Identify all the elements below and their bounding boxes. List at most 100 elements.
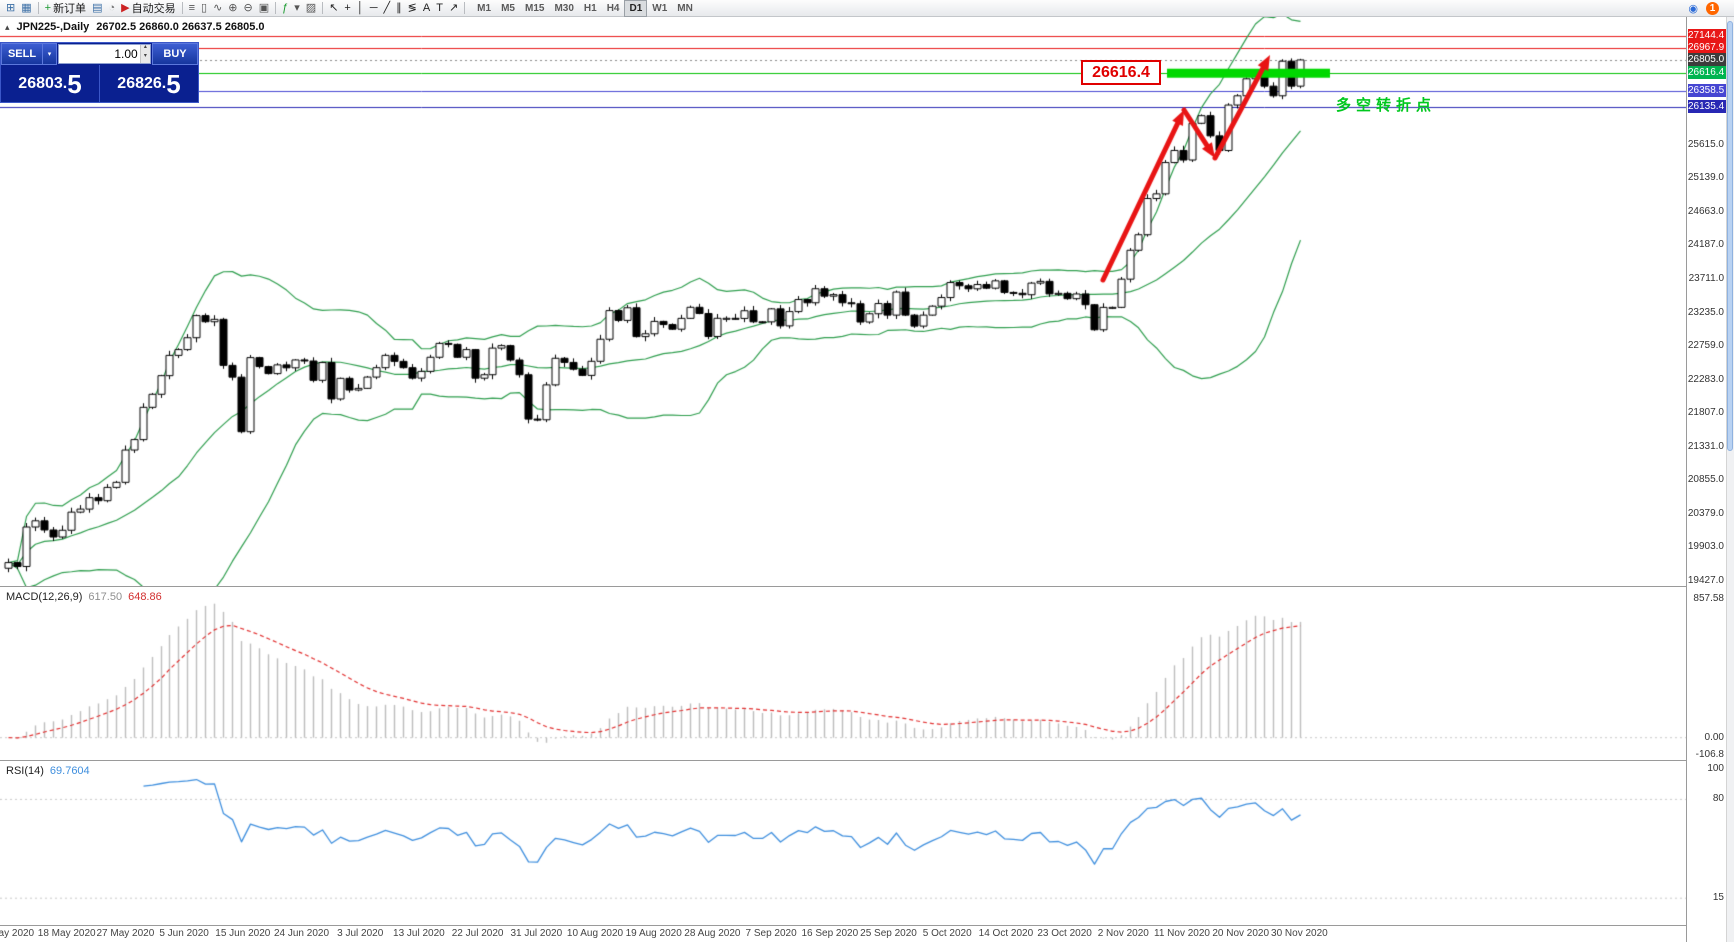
rsi-canvas[interactable] — [0, 761, 1686, 925]
timeframe-m15[interactable]: M15 — [524, 2, 545, 14]
market-watch-icon: ▤ — [92, 1, 103, 14]
timeframe-m1[interactable]: M1 — [477, 2, 492, 14]
toolbar-separator — [275, 2, 277, 14]
chart-symbol-header: ▴ JPN225-,Daily 26702.5 26860.0 26637.5 … — [5, 21, 265, 33]
zoom-out-button[interactable]: ⊖ — [241, 1, 256, 16]
date-label: 2 Nov 2020 — [1097, 928, 1149, 939]
main-chart-canvas[interactable] — [0, 17, 1686, 586]
date-label: 31 Jul 2020 — [510, 928, 563, 939]
timeframe-bar: M1 M5 M15 M30 H1 H4 D1 W1 MN — [472, 0, 698, 17]
panel-separator[interactable] — [0, 760, 1726, 761]
horizontal-line-button[interactable]: ─ — [367, 1, 381, 16]
periods-button[interactable]: ▾ — [291, 1, 303, 16]
date-label: 25 Sep 2020 — [860, 928, 917, 939]
volume-spinner: ▴ ▾ — [139, 44, 150, 63]
price-tick-label: 20379.0 — [1687, 507, 1724, 519]
macd-canvas[interactable] — [0, 587, 1686, 760]
one-click-toggle-icon[interactable]: ▴ — [5, 21, 10, 32]
crosshair-button[interactable]: + — [341, 1, 353, 16]
volume-input[interactable] — [59, 45, 140, 63]
new-chart-button[interactable]: ⊞ — [3, 1, 18, 16]
chart-window: ▴ JPN225-,Daily 26702.5 26860.0 26637.5 … — [0, 17, 1734, 942]
toolbar-separator — [181, 2, 183, 14]
date-label: 23 Oct 2020 — [1037, 928, 1092, 939]
timeframe-w1[interactable]: W1 — [652, 2, 668, 14]
price-scale[interactable]: 25615.0 25139.0 24663.0 24187.0 23711.0 23235… — [1686, 17, 1727, 942]
vertical-scrollbar[interactable] — [1726, 17, 1734, 942]
bar-chart-mode-icon: ≡ — [188, 1, 196, 14]
tile-windows-button[interactable]: ▣ — [256, 1, 272, 16]
sell-price[interactable]: 26803. 5 — [1, 65, 99, 102]
level-annotation-box: 26616.4 — [1081, 60, 1161, 85]
panel-separator[interactable] — [0, 586, 1726, 587]
indicators-icon: ƒ — [282, 1, 289, 14]
fibonacci-button[interactable]: ≶ — [405, 1, 420, 16]
price-line-label: 26358.5 — [1688, 84, 1726, 98]
arrow-objects-button[interactable]: ↗ — [446, 1, 461, 16]
timeframe-h1[interactable]: H1 — [583, 2, 597, 14]
tile-windows-icon: ▣ — [258, 1, 270, 14]
timeframe-mn[interactable]: MN — [677, 2, 693, 14]
date-label: 15 Jun 2020 — [215, 928, 271, 939]
price-tick-label: 21807.0 — [1687, 407, 1724, 419]
price-tick-label: 20855.0 — [1687, 474, 1724, 486]
buy-button[interactable]: BUY — [152, 43, 198, 65]
zoom-in-button[interactable]: ⊕ — [225, 1, 240, 16]
autotrading-icon: ▶ — [121, 1, 130, 14]
channel-button[interactable]: ∥ — [393, 1, 405, 16]
date-label: 27 May 2020 — [96, 928, 155, 939]
price-tick-label: 23235.0 — [1687, 306, 1724, 318]
date-label: 22 Jul 2020 — [451, 928, 504, 939]
strategy-tester-icon: ◔ — [108, 1, 116, 14]
text-icon: A — [422, 1, 431, 14]
buy-price-main: 26826. — [117, 74, 167, 92]
templates-button[interactable]: ▨ — [303, 1, 319, 16]
cursor-button[interactable]: ↖ — [326, 1, 341, 16]
timeframe-d1[interactable]: D1 — [624, 0, 648, 17]
notification-badge[interactable]: 1 — [1706, 1, 1719, 15]
line-chart-mode-button[interactable]: ∿ — [210, 1, 225, 16]
sell-button[interactable]: SELL — [1, 43, 43, 65]
timeframe-m5[interactable]: M5 — [501, 2, 515, 14]
volume-down-icon[interactable]: ▾ — [143, 53, 147, 59]
price-tick-label: 23711.0 — [1688, 273, 1724, 285]
trade-controls-row: SELL ▾ ▴▾ BUY — [1, 43, 198, 65]
price-tick-label: 22759.0 — [1687, 340, 1724, 352]
macd-name: MACD(12,26,9) — [6, 591, 83, 603]
rsi-indicator-label: RSI(14) 69.7604 — [6, 765, 96, 777]
price-tick-label: 25139.0 — [1687, 172, 1724, 184]
date-label: 20 Nov 2020 — [1212, 928, 1270, 939]
sell-dropdown-icon[interactable]: ▾ — [43, 43, 57, 65]
strategy-tester-button[interactable]: ◔ — [105, 1, 118, 16]
new-order-button[interactable]: + 新订单 — [42, 1, 89, 16]
trendline-button[interactable]: ╱ — [381, 1, 394, 16]
buy-price-big: 5 — [166, 68, 181, 99]
price-line-label: 27144.4 — [1688, 29, 1726, 42]
date-label: 7 Sep 2020 — [745, 928, 797, 939]
price-line-label: 26805.0 — [1688, 52, 1726, 66]
bar-chart-mode-button[interactable]: ≡ — [186, 1, 198, 16]
market-watch-button[interactable]: ▤ — [89, 1, 105, 16]
vertical-line-button[interactable]: │ — [354, 1, 367, 16]
autotrading-label: 自动交易 — [131, 3, 176, 15]
rsi-name: RSI(14) — [6, 765, 44, 777]
candlestick-mode-button[interactable]: ▯ — [198, 1, 210, 16]
toolbar-separator — [322, 2, 324, 14]
scrollbar-thumb[interactable] — [1727, 21, 1733, 451]
date-label: 5 Oct 2020 — [922, 928, 972, 939]
date-label: 30 Nov 2020 — [1271, 928, 1328, 939]
indicators-button[interactable]: ƒ — [279, 1, 291, 16]
date-label: 10 Aug 2020 — [566, 928, 624, 939]
community-icon[interactable]: ◉ — [1688, 2, 1698, 15]
timeframe-m30[interactable]: M30 — [554, 2, 574, 14]
buy-price[interactable]: 26826. 5 — [99, 65, 198, 102]
timeframe-h4[interactable]: H4 — [606, 2, 620, 14]
volume-up-icon[interactable]: ▴ — [143, 44, 147, 50]
text-label-button[interactable]: T — [433, 1, 446, 16]
price-tick-label: 24187.0 — [1687, 239, 1724, 251]
text-button[interactable]: A — [420, 1, 433, 16]
autotrading-button[interactable]: ▶ 自动交易 — [118, 1, 178, 16]
profiles-button[interactable]: ▦ — [18, 1, 34, 16]
